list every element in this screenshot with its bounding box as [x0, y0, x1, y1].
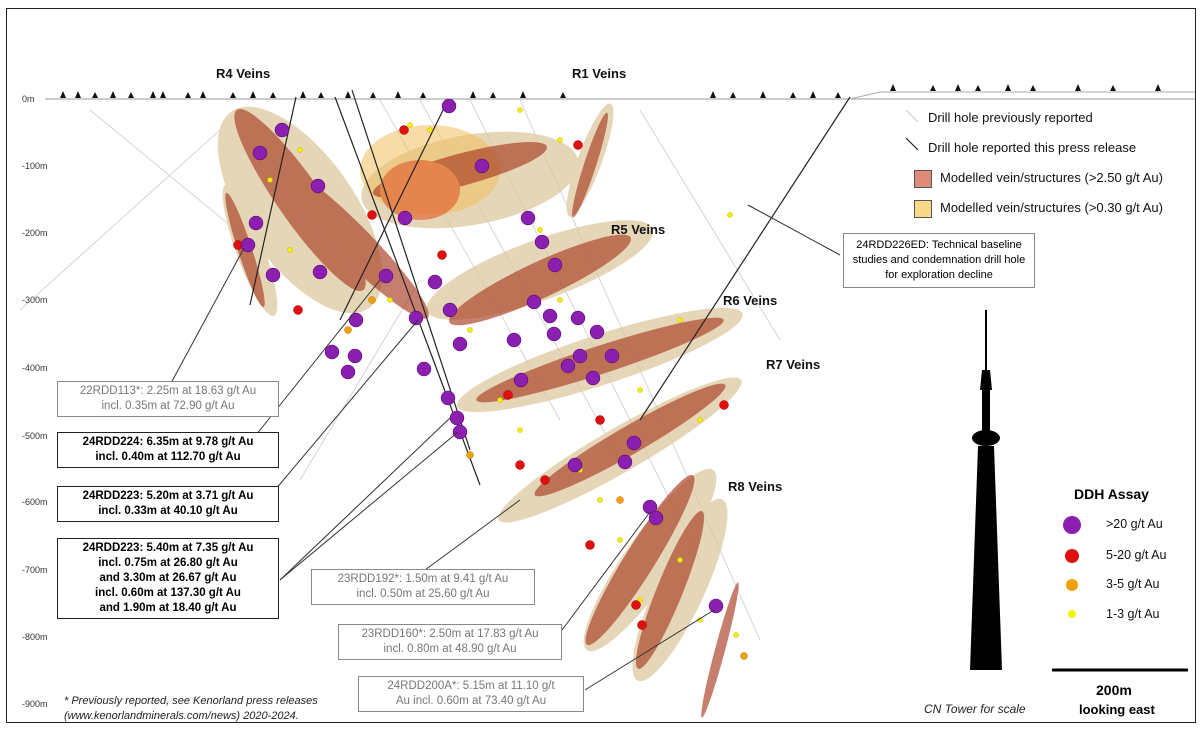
depth-label: -700m: [22, 565, 48, 575]
legend-this-hole: Drill hole reported this press release: [928, 140, 1137, 155]
swatch-low: [914, 200, 932, 218]
assay-legend-item: 1-3 g/t Au: [1106, 607, 1160, 621]
assay-legend-title: DDH Assay: [1074, 486, 1149, 502]
depth-label: -900m: [22, 699, 48, 709]
assay-spheres: [233, 98, 748, 660]
depth-label: -300m: [22, 295, 48, 305]
vein-label-r1: R1 Veins: [572, 66, 627, 81]
scale-label: 200m: [1096, 682, 1132, 698]
legend-prev-hole-marker: [905, 109, 919, 123]
view-direction-label: looking east: [1079, 702, 1155, 717]
depth-label: -100m: [22, 161, 48, 171]
callout-24rdd200a: 24RDD200A*: 5.15m at 11.10 g/t Au incl. …: [358, 676, 584, 712]
cn-tower-icon: [970, 310, 1002, 670]
callout-24rdd223-a: 24RDD223: 5.20m at 3.71 g/t Au incl. 0.3…: [57, 486, 279, 522]
callout-23rdd192: 23RDD192*: 1.50m at 9.41 g/t Au incl. 0.…: [311, 569, 535, 605]
tech-line: 24RDD226ED: Technical baseline: [856, 239, 1022, 251]
legend-prev-hole: Drill hole previously reported: [928, 110, 1093, 125]
depth-label: -600m: [22, 497, 48, 507]
vein-label-r8: R8 Veins: [728, 479, 783, 494]
footnote: * Previously reported, see Kenorland pre…: [64, 695, 318, 722]
assay-legend-item: 5-20 g/t Au: [1106, 548, 1167, 562]
vein-label-r7: R7 Veins: [766, 357, 821, 372]
cn-tower-caption: CN Tower for scale: [924, 702, 1026, 716]
depth-label: -400m: [22, 363, 48, 373]
legend-vein-low: Modelled vein/structures (>0.30 g/t Au): [914, 200, 1163, 218]
assay-legend-item: 3-5 g/t Au: [1106, 577, 1160, 591]
legend-vein-high: Modelled vein/structures (>2.50 g/t Au): [914, 170, 1163, 188]
tech-line: hole for exploration decline: [885, 254, 1026, 281]
callout-24rdd224: 24RDD224: 6.35m at 9.78 g/t Au incl. 0.4…: [57, 432, 279, 468]
depth-label: -200m: [22, 228, 48, 238]
tree-icons: [60, 84, 1161, 98]
vein-label-r6: R6 Veins: [723, 293, 778, 308]
legend-this-hole-marker: [905, 137, 919, 151]
depth-label: -500m: [22, 431, 48, 441]
figure-frame: [6, 8, 1196, 723]
depth-label: 0m: [22, 94, 35, 104]
callout-23rdd160: 23RDD160*: 2.50m at 17.83 g/t Au incl. 0…: [338, 624, 562, 660]
swatch-high: [914, 170, 932, 188]
depth-label: -800m: [22, 632, 48, 642]
vein-label-r4: R4 Veins: [216, 66, 271, 81]
tech-callout: 24RDD226ED: Technical baseline studies a…: [843, 233, 1035, 288]
vein-label-r5: R5 Veins: [611, 222, 666, 237]
callout-24rdd223-b: 24RDD223: 5.40m at 7.35 g/t Au incl. 0.7…: [57, 538, 279, 619]
assay-legend-item: >20 g/t Au: [1106, 517, 1163, 531]
tech-line: studies and condemnation drill: [852, 254, 1002, 266]
callout-22rdd113: 22RDD113*: 2.25m at 18.63 g/t Au incl. 0…: [57, 381, 279, 417]
assay-legend-swatches: [1063, 516, 1081, 618]
